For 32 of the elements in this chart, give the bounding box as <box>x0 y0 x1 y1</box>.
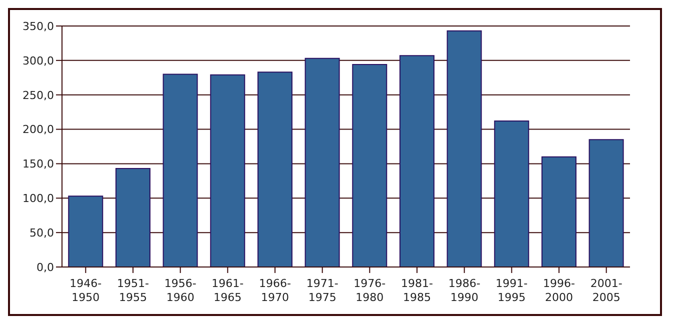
bar <box>257 72 292 267</box>
x-tick-label: 1986-1990 <box>448 277 480 304</box>
y-tick-label: 50,0 <box>30 226 54 240</box>
x-tick-label: 1956-1960 <box>164 277 196 304</box>
bar <box>304 58 340 267</box>
y-tick-label: 100,0 <box>22 192 54 206</box>
bar <box>352 64 388 267</box>
bar <box>446 30 482 267</box>
x-tick-label: 1961-1965 <box>212 277 244 304</box>
x-tick-label: 1981-1985 <box>401 277 434 304</box>
x-tick-label: 1996-2000 <box>543 277 576 304</box>
y-tick-label: 150,0 <box>22 158 54 171</box>
y-tick-label: 300,0 <box>22 54 54 68</box>
y-tick-label: 200,0 <box>22 123 54 136</box>
x-tick-label: 1971-1975 <box>306 277 338 304</box>
x-tick-label: 1966-1970 <box>259 277 292 304</box>
bar <box>399 55 434 267</box>
y-tick-label: 0,0 <box>36 260 54 274</box>
y-tick-label: 350,0 <box>22 20 54 33</box>
bar <box>162 74 198 267</box>
y-tick-label: 250,0 <box>22 88 54 102</box>
bar <box>68 196 104 267</box>
x-tick-label: 1946-1950 <box>70 277 102 304</box>
x-tick-label: 2001-2005 <box>590 277 622 304</box>
bar <box>588 139 624 267</box>
bar <box>210 74 246 267</box>
bar <box>541 156 576 267</box>
x-tick-label: 1976-1980 <box>354 277 386 304</box>
x-tick-label: 1951-1955 <box>117 277 150 304</box>
x-tick-label: 1991-1995 <box>496 277 528 304</box>
bar <box>494 120 530 267</box>
bar <box>115 168 150 267</box>
